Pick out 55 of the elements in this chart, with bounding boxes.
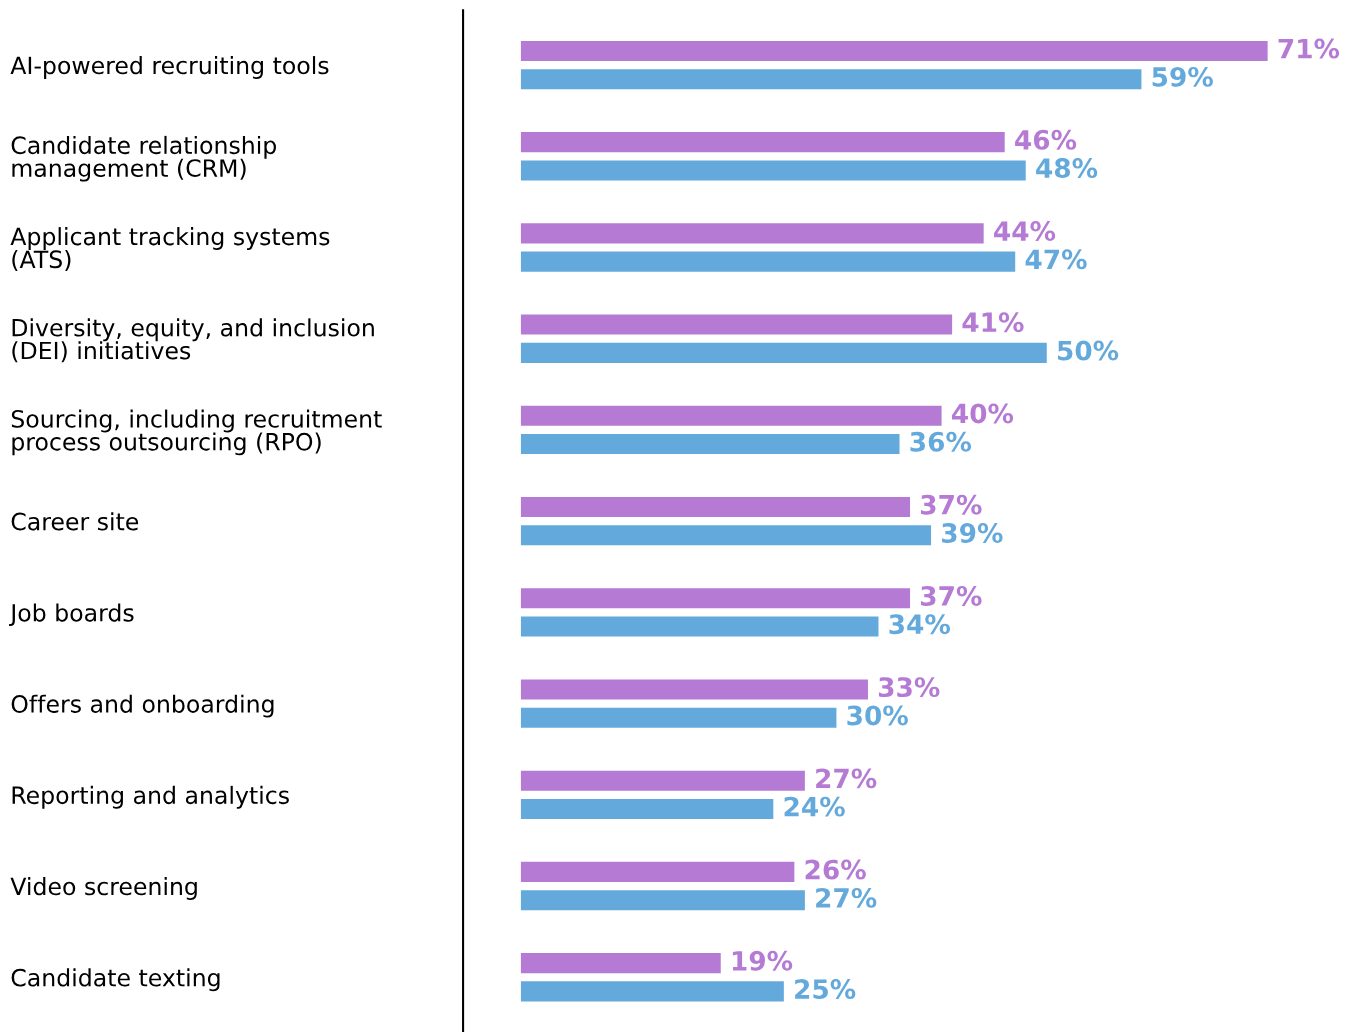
data-label: 40%	[951, 403, 1014, 424]
data-label: 26%	[805, 859, 866, 880]
bar	[520, 588, 911, 609]
bar	[520, 251, 1016, 272]
data-label: 34%	[889, 614, 951, 635]
y-tick-label: Video screening	[10, 877, 197, 900]
data-label: 36%	[910, 431, 972, 452]
bar	[520, 160, 1026, 181]
data-label: 47%	[1025, 249, 1087, 270]
bar	[520, 770, 805, 791]
y-tick-label: Career site	[11, 512, 139, 531]
data-label: 19%	[732, 950, 793, 971]
y-tick-label: Reporting and analytics	[12, 785, 289, 809]
bar	[520, 496, 911, 518]
bar	[520, 69, 1142, 90]
bar	[520, 405, 942, 426]
bar	[520, 616, 879, 637]
bar	[520, 798, 774, 819]
data-label: 59%	[1152, 66, 1213, 87]
bar	[520, 890, 805, 911]
bar	[520, 342, 1047, 363]
y-tick-label: Diversity, equity, and inclusion (DEI) initiatives	[12, 318, 374, 363]
y-tick-label: Sourcing, including recruitment process outsourcing (RPO)	[11, 409, 382, 456]
data-label: 37%	[921, 585, 982, 606]
y-tick-label: Candidate texting	[11, 968, 220, 992]
y-tick-label: Job boards	[9, 603, 134, 627]
bar	[520, 434, 900, 455]
bar	[520, 223, 984, 244]
data-label: 37%	[921, 494, 982, 515]
bar	[520, 132, 1005, 153]
data-label: 50%	[1057, 340, 1119, 361]
data-label: 48%	[1036, 158, 1098, 179]
data-label: 27%	[816, 887, 877, 908]
bar	[520, 861, 795, 882]
y-tick-label: Candidate relationship management (CRM)	[11, 135, 276, 182]
data-label: 30%	[847, 705, 908, 726]
y-tick-label: Applicant tracking systems (ATS)	[10, 227, 330, 272]
data-label: 24%	[784, 796, 845, 817]
data-label: 27%	[816, 768, 877, 789]
bar	[520, 707, 837, 728]
y-tick-label: Offers and onboarding	[11, 694, 274, 718]
bar	[520, 314, 953, 335]
bar	[520, 981, 784, 1002]
bar	[520, 679, 868, 700]
data-label: 25%	[795, 979, 856, 1000]
data-label: 39%	[942, 523, 1003, 543]
bar	[520, 953, 721, 974]
data-label: 33%	[878, 677, 940, 698]
data-label: 44%	[994, 221, 1056, 242]
data-label: 41%	[962, 312, 1024, 333]
data-label: 71%	[1278, 38, 1340, 59]
bar	[520, 525, 932, 546]
y-tick-label: AI-powered recruiting tools	[10, 56, 329, 79]
bar	[520, 40, 1268, 61]
data-label: 46%	[1015, 129, 1077, 150]
